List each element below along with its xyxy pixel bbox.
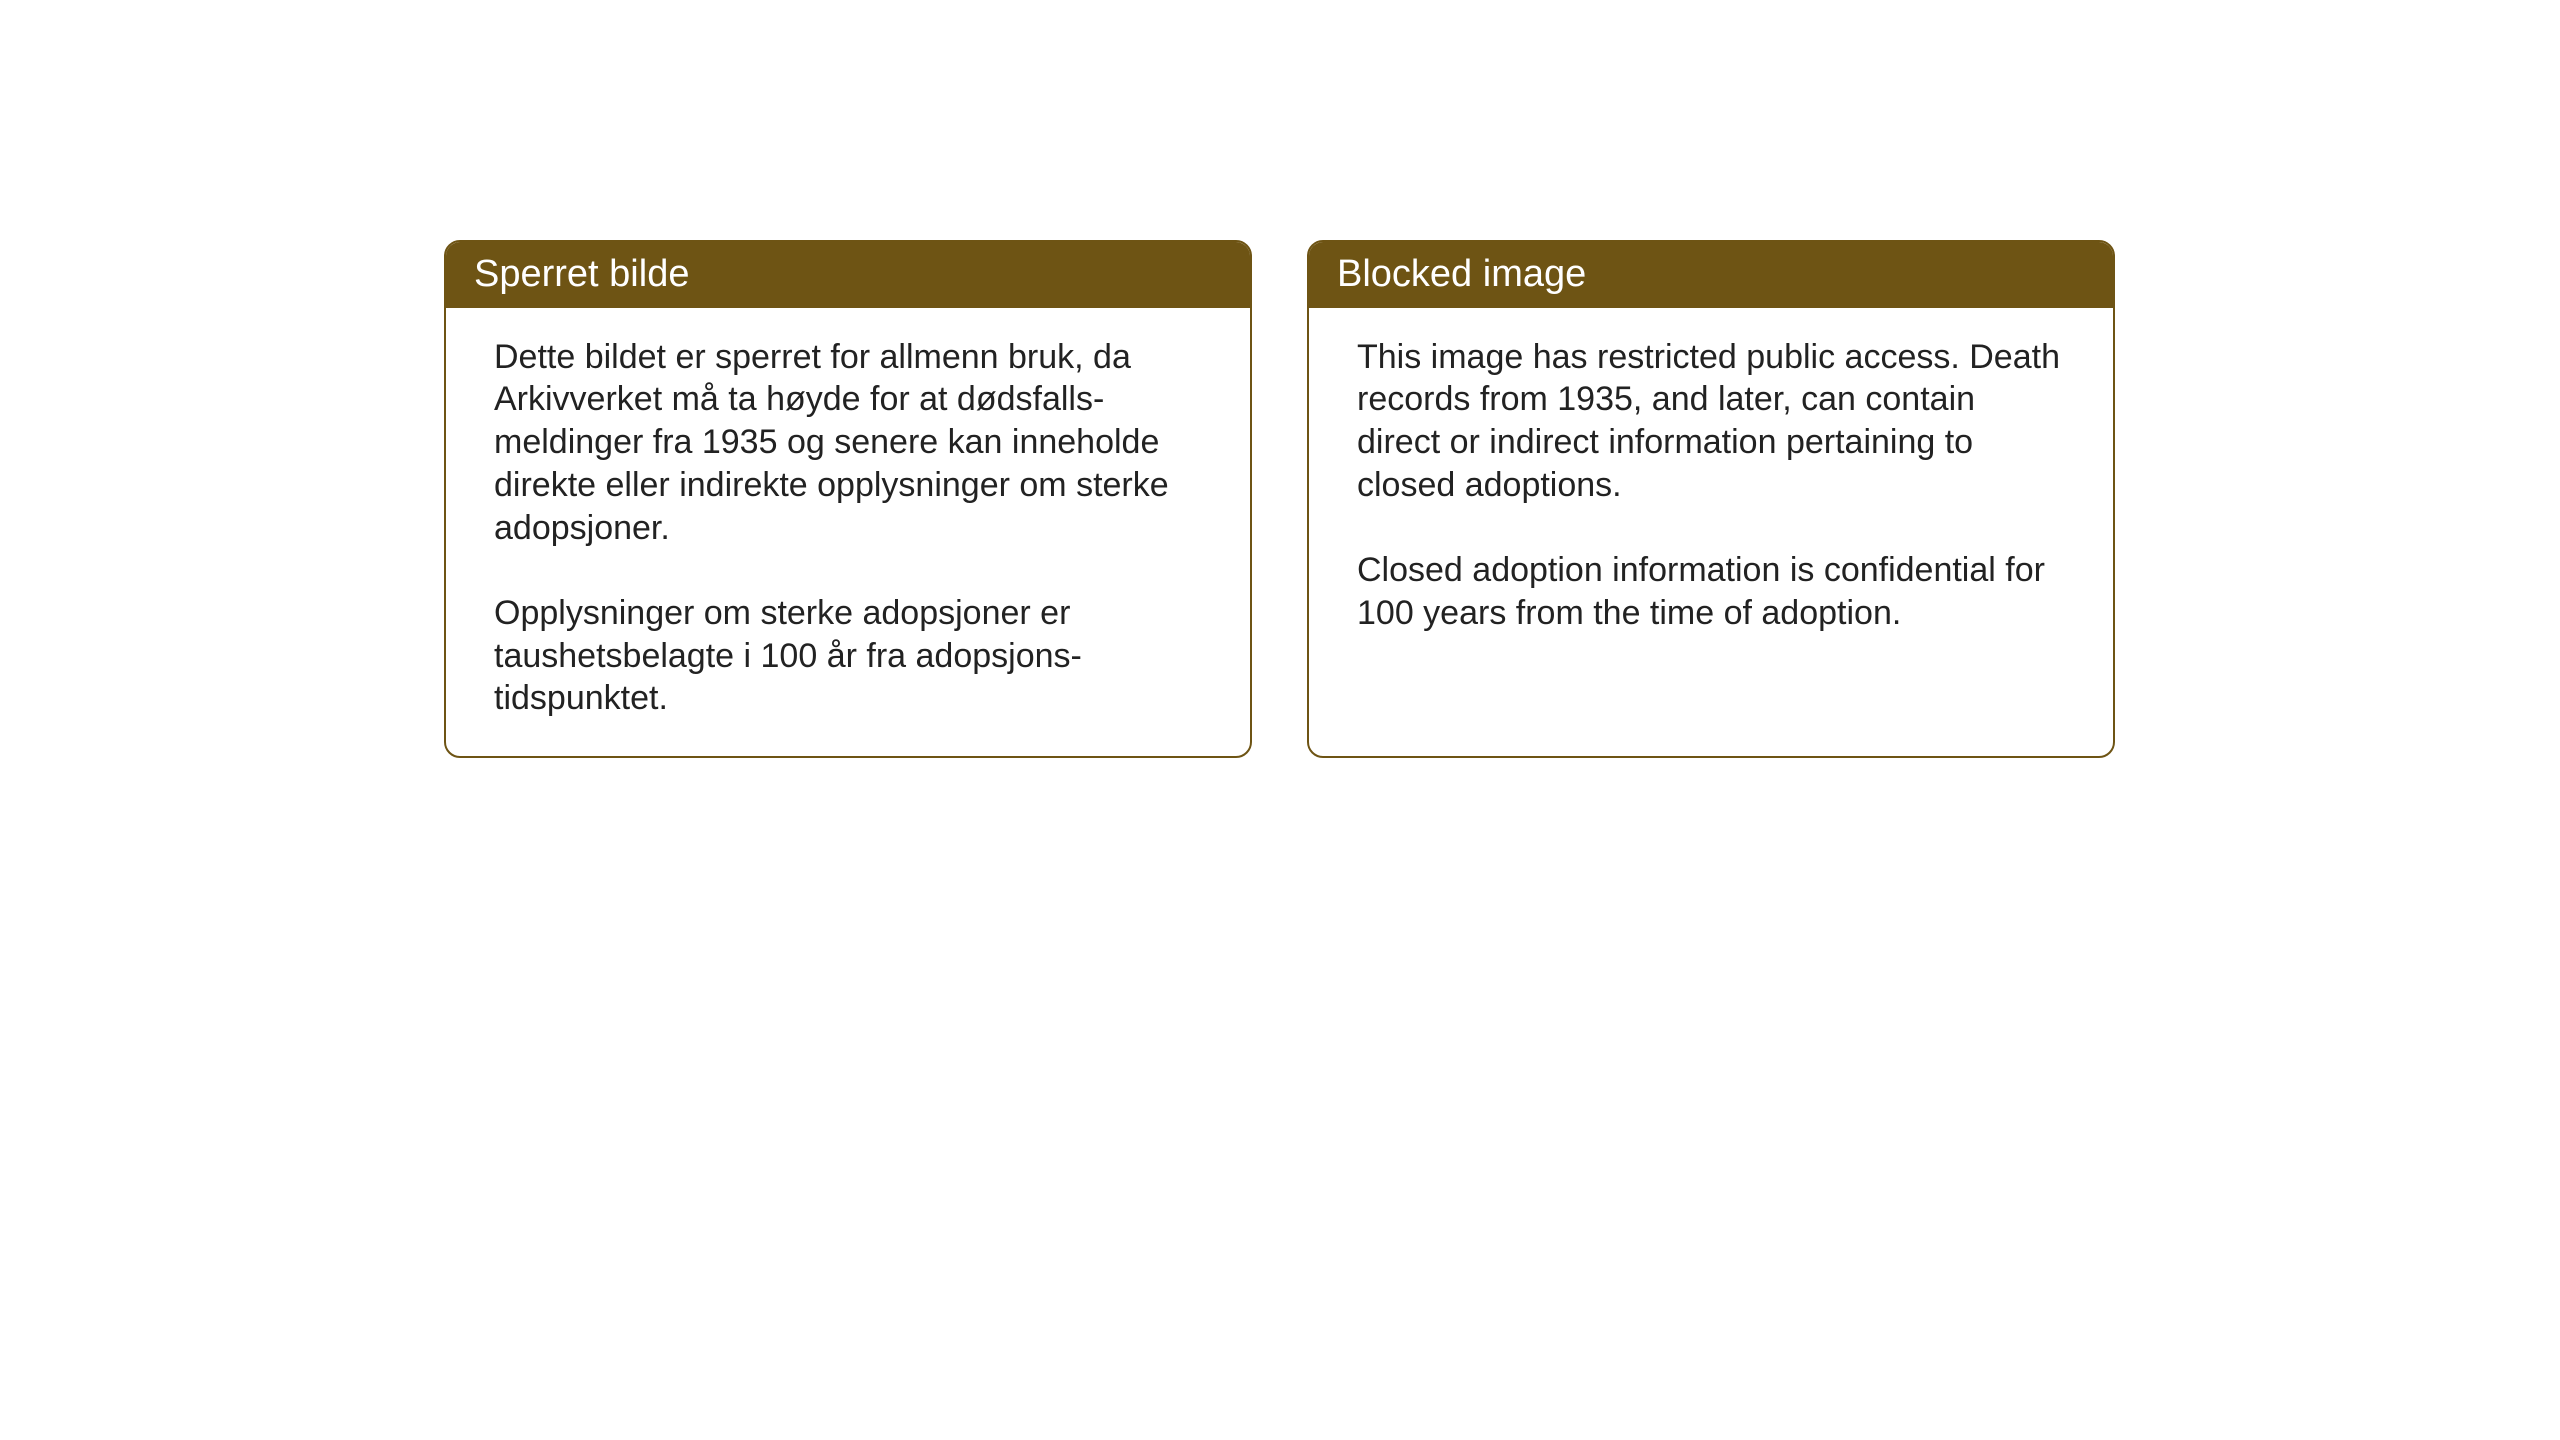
paragraph-text: Opplysninger om sterke adopsjoner er tau… [494,592,1202,720]
card-header-norwegian: Sperret bilde [446,242,1250,308]
notice-container: Sperret bilde Dette bildet er sperret fo… [444,240,2115,758]
notice-card-norwegian: Sperret bilde Dette bildet er sperret fo… [444,240,1252,758]
card-header-english: Blocked image [1309,242,2113,308]
paragraph-text: This image has restricted public access.… [1357,336,2065,507]
paragraph-text: Dette bildet er sperret for allmenn bruk… [494,336,1202,550]
notice-card-english: Blocked image This image has restricted … [1307,240,2115,758]
card-body-english: This image has restricted public access.… [1309,308,2113,748]
card-body-norwegian: Dette bildet er sperret for allmenn bruk… [446,308,1250,757]
paragraph-text: Closed adoption information is confident… [1357,549,2065,635]
